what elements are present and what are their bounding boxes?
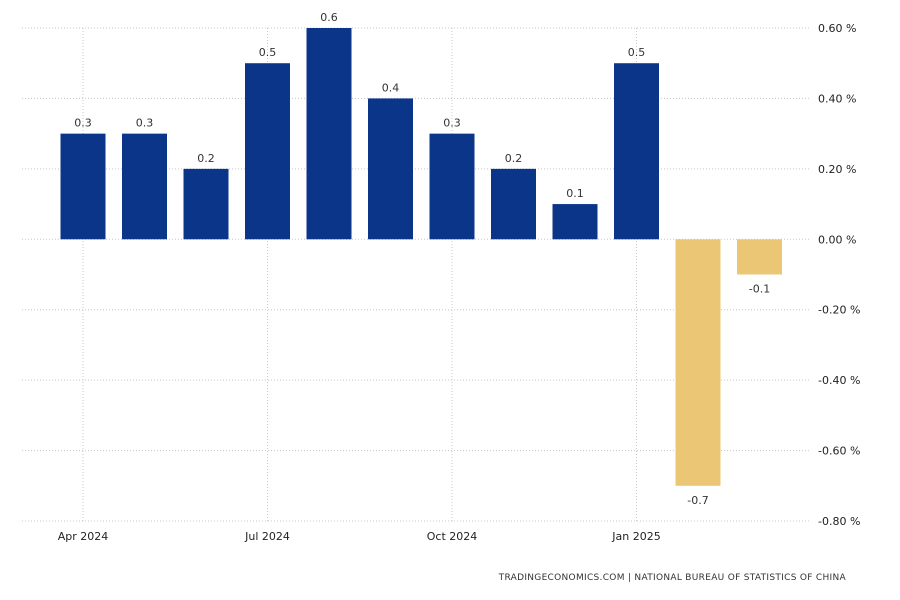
bar (183, 168, 229, 240)
y-axis-ticks: 0.60 % 0.40 % 0.20 % 0.00 % -0.20 % -0.40 % -0… (818, 22, 860, 528)
grid-lines (22, 27, 810, 522)
bar (122, 133, 167, 240)
data-label: 0.4 (382, 81, 400, 94)
y-tick-label: -0.20 % (818, 304, 860, 317)
data-label: 0.2 (197, 152, 215, 165)
bar (675, 239, 721, 486)
data-label: 0.5 (259, 46, 277, 59)
x-tick-label: Jan 2025 (611, 530, 660, 543)
data-label: 0.2 (505, 152, 523, 165)
bar (306, 28, 352, 240)
x-tick-label: Oct 2024 (427, 530, 478, 543)
data-label: 0.6 (320, 11, 338, 24)
y-tick-label: 0.40 % (818, 92, 856, 105)
y-tick-label: 0.20 % (818, 163, 856, 176)
x-axis-ticks: Apr 2024 Jul 2024 Oct 2024 Jan 2025 (58, 530, 661, 543)
x-tick-label: Apr 2024 (58, 530, 109, 543)
y-tick-label: -0.40 % (818, 374, 860, 387)
data-label: 0.5 (628, 46, 646, 59)
bar (368, 98, 413, 240)
y-tick-label: 0.00 % (818, 233, 856, 246)
bar (245, 63, 290, 240)
data-labels: 0.3 0.3 0.2 0.5 0.6 0.4 0.3 0.2 0.1 0.5 -0.7 -0.1 (74, 11, 770, 507)
bar (60, 133, 106, 240)
data-label: -0.1 (749, 283, 770, 296)
x-tick-label: Jul 2024 (244, 530, 290, 543)
y-tick-label: -0.80 % (818, 515, 860, 528)
bar (552, 204, 598, 240)
data-label: 0.1 (566, 187, 584, 200)
bars (60, 28, 782, 486)
bar (737, 239, 782, 275)
source-credit: TRADINGECONOMICS.COM | NATIONAL BUREAU O… (498, 573, 847, 583)
bar (429, 133, 475, 240)
data-label: -0.7 (687, 494, 708, 507)
data-label: 0.3 (443, 117, 461, 130)
y-tick-label: -0.60 % (818, 445, 860, 458)
data-label: 0.3 (136, 117, 154, 130)
bar (614, 63, 659, 240)
bar (491, 168, 536, 240)
data-label: 0.3 (74, 117, 92, 130)
y-tick-label: 0.60 % (818, 22, 856, 35)
